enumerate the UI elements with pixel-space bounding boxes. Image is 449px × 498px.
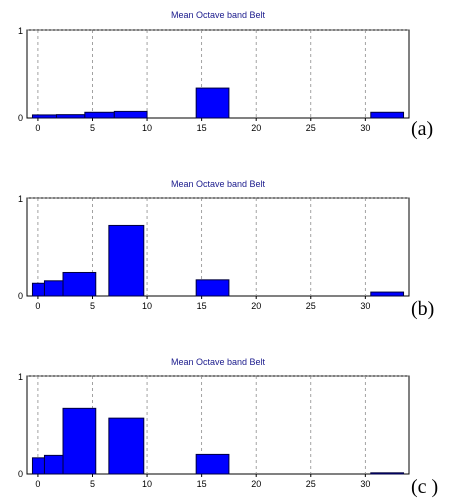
x-tick-label: 10 — [142, 301, 152, 311]
x-tick-label: 25 — [306, 301, 316, 311]
bar — [43, 280, 64, 297]
y-tick-label: 1 — [18, 194, 23, 204]
bar — [84, 111, 115, 119]
x-tick-label: 20 — [251, 123, 261, 133]
chart-title: Mean Octave band Belt — [171, 357, 266, 367]
x-tick-label: 10 — [142, 479, 152, 489]
x-tick-label: 15 — [197, 123, 207, 133]
x-tick-label: 0 — [35, 479, 40, 489]
bar — [108, 224, 145, 297]
x-tick-label: 15 — [197, 479, 207, 489]
y-tick-label: 0 — [18, 469, 23, 479]
bar — [108, 417, 145, 475]
bar — [195, 453, 230, 475]
x-tick-label: 0 — [35, 123, 40, 133]
bar — [31, 114, 57, 119]
y-tick-label: 1 — [18, 26, 23, 36]
bar — [113, 110, 148, 119]
bar — [195, 87, 230, 119]
x-tick-label: 5 — [90, 123, 95, 133]
x-tick-label: 25 — [306, 479, 316, 489]
panel-label: (c ) — [411, 476, 438, 498]
bar — [62, 407, 97, 475]
bar — [62, 271, 97, 297]
x-tick-label: 10 — [142, 123, 152, 133]
panel-label: (b) — [411, 298, 434, 320]
x-tick-label: 30 — [360, 479, 370, 489]
x-tick-label: 0 — [35, 301, 40, 311]
bar — [370, 472, 405, 475]
bar — [31, 457, 45, 475]
bar — [43, 454, 64, 475]
x-tick-label: 5 — [90, 479, 95, 489]
bar — [31, 282, 45, 297]
x-tick-label: 30 — [360, 301, 370, 311]
x-tick-label: 20 — [251, 479, 261, 489]
bar — [55, 114, 86, 119]
y-tick-label: 0 — [18, 113, 23, 123]
chart-title: Mean Octave band Belt — [171, 179, 266, 189]
chart-title: Mean Octave band Belt — [171, 10, 266, 20]
y-tick-label: 0 — [18, 291, 23, 301]
bar — [370, 291, 405, 297]
x-tick-label: 5 — [90, 301, 95, 311]
x-tick-label: 30 — [360, 123, 370, 133]
bar — [195, 279, 230, 297]
panel-label: (a) — [411, 118, 433, 140]
x-tick-label: 15 — [197, 301, 207, 311]
x-tick-label: 20 — [251, 301, 261, 311]
x-tick-label: 25 — [306, 123, 316, 133]
bar — [370, 111, 405, 119]
y-tick-label: 1 — [18, 372, 23, 382]
